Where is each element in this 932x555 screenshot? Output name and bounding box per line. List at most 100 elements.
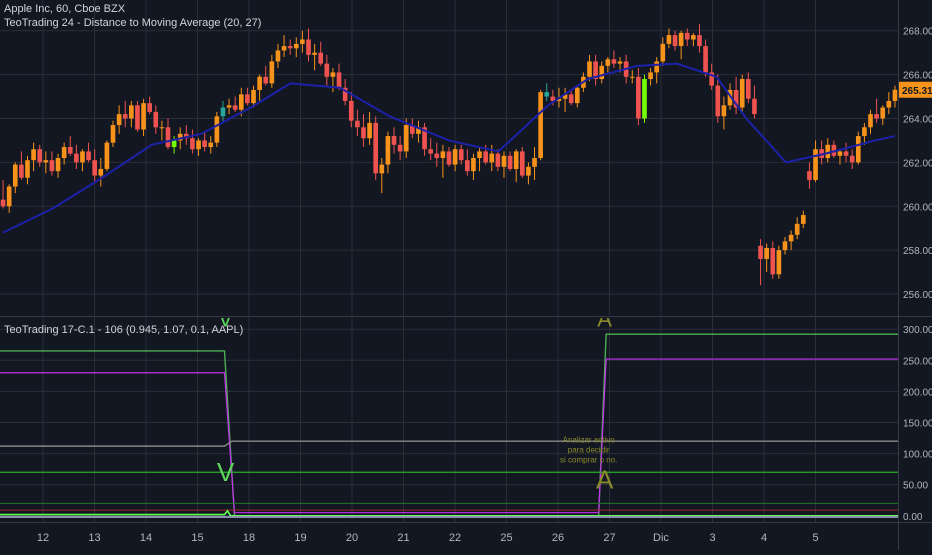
- candle-body: [794, 223, 800, 235]
- candle-body: [165, 127, 171, 148]
- candle-body: [74, 153, 79, 163]
- candle-body: [122, 114, 128, 119]
- candle-body: [721, 105, 727, 117]
- annotation-text: para decidir: [568, 445, 610, 454]
- candle-body: [361, 127, 366, 139]
- candle-body: [568, 94, 574, 104]
- y-tick-label: 262.00: [903, 158, 932, 169]
- x-tick-label: Dic: [653, 532, 669, 544]
- candle-body: [691, 35, 696, 40]
- candle-body: [788, 234, 794, 242]
- candle-body: [489, 153, 495, 163]
- x-tick-label: 5: [812, 532, 818, 544]
- candle-body: [825, 144, 831, 158]
- candle-body: [410, 125, 415, 134]
- y-tick-label: 100.00: [903, 450, 932, 461]
- candle-body: [269, 61, 275, 84]
- candle-body: [727, 89, 733, 106]
- candle-body: [0, 199, 6, 207]
- y-tick-label: 50.00: [903, 481, 928, 492]
- candle-body: [98, 168, 104, 176]
- candle-body: [739, 79, 745, 108]
- candle-body: [275, 50, 281, 62]
- candle-body: [330, 72, 336, 77]
- candle-body: [385, 136, 391, 165]
- y-tick-label: 256.00: [903, 290, 932, 301]
- candle-body: [617, 61, 623, 64]
- x-tick-label: 4: [761, 532, 767, 544]
- candle-body: [300, 39, 305, 44]
- candle-body: [19, 164, 24, 178]
- candle-body: [61, 147, 67, 158]
- x-tick-label: 21: [397, 532, 409, 544]
- candle-body: [446, 151, 452, 165]
- candle-body: [306, 39, 311, 55]
- y-tick-label: 200.00: [903, 387, 932, 398]
- signal-marker: V: [217, 457, 235, 487]
- candle-body: [232, 105, 238, 110]
- candle-body: [159, 127, 165, 129]
- candle-body: [110, 125, 116, 143]
- y-tick-label: 264.00: [903, 115, 932, 126]
- candle-body: [116, 114, 122, 126]
- candle-body: [251, 89, 256, 104]
- x-tick-label: 12: [37, 532, 49, 544]
- candle-body: [31, 149, 36, 161]
- candle-body: [49, 160, 55, 172]
- candle-body: [129, 105, 134, 119]
- candle-body: [465, 160, 470, 172]
- candle-body: [348, 100, 354, 121]
- candle-body: [263, 76, 269, 84]
- candle-body: [147, 103, 152, 112]
- x-tick-label: 3: [709, 532, 715, 544]
- x-tick-label: 13: [88, 532, 100, 544]
- candle-body: [782, 241, 788, 251]
- candle-body: [574, 87, 580, 104]
- candle-body: [660, 43, 666, 62]
- candle-body: [715, 85, 721, 117]
- candle-body: [336, 72, 342, 88]
- candle-body: [501, 155, 507, 167]
- oscillator-title: TeoTrading 17-C.1 - 106 (0.945, 1.07, 0.…: [4, 324, 244, 336]
- y-tick-label: 250.00: [903, 356, 932, 367]
- candle-body: [507, 155, 513, 169]
- candle-body: [281, 46, 287, 51]
- candle-body: [544, 92, 550, 97]
- candle-body: [519, 151, 525, 176]
- candle-body: [709, 72, 715, 86]
- legend-price: Apple Inc, 60, Cboe BZX TeoTrading 24 - …: [4, 2, 261, 30]
- x-tick-label: 18: [243, 532, 255, 544]
- candle-body: [880, 107, 886, 119]
- y-tick-label: 0.00: [903, 512, 923, 523]
- candle-body: [318, 52, 324, 64]
- price-chart-title: Apple Inc, 60, Cboe BZX: [4, 3, 126, 15]
- y-tick-label: 260.00: [903, 202, 932, 213]
- candle-body: [733, 89, 739, 108]
- y-tick-label: 150.00: [903, 418, 932, 429]
- candle-body: [770, 247, 776, 275]
- x-tick-label: 22: [449, 532, 461, 544]
- candle-body: [868, 114, 873, 128]
- candle-body: [599, 65, 605, 79]
- oscillator-series-group: V V A A: [0, 306, 898, 519]
- candle-body: [764, 247, 769, 259]
- candle-body: [25, 160, 30, 178]
- candle-body: [373, 122, 379, 174]
- candle-body: [550, 96, 556, 101]
- x-tick-label: 20: [346, 532, 358, 544]
- annotation-text: si comprar o no.: [560, 455, 617, 464]
- candle-body: [526, 166, 531, 176]
- x-tick-label: 25: [500, 532, 512, 544]
- candle-body: [92, 160, 98, 176]
- candle-body: [752, 98, 757, 115]
- candle-body: [416, 127, 421, 134]
- signal-marker: V: [218, 306, 233, 331]
- candle-body: [67, 147, 73, 154]
- candle-body: [746, 79, 751, 99]
- candle-body: [397, 144, 403, 152]
- candle-body: [629, 76, 635, 78]
- oscillator-line: [0, 509, 898, 517]
- candle-body: [196, 140, 201, 150]
- candle-body: [886, 100, 892, 108]
